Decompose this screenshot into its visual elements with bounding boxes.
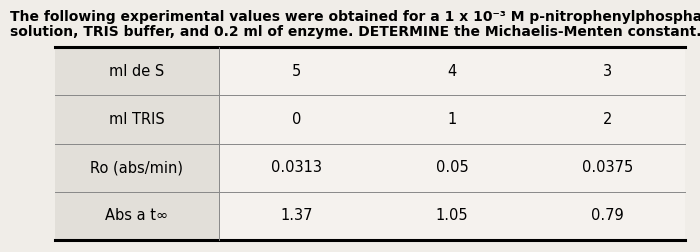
Text: 2: 2 — [603, 112, 612, 127]
Text: 1: 1 — [447, 112, 456, 127]
Text: 0.0375: 0.0375 — [582, 160, 633, 175]
Bar — [219, 47, 685, 240]
Text: ml de S: ml de S — [109, 64, 164, 79]
Text: 5: 5 — [292, 64, 301, 79]
Text: ml TRIS: ml TRIS — [109, 112, 164, 127]
Text: 0.05: 0.05 — [435, 160, 468, 175]
Text: Ro (abs/min): Ro (abs/min) — [90, 160, 183, 175]
Text: 4: 4 — [447, 64, 456, 79]
Text: Abs a t∞: Abs a t∞ — [105, 208, 169, 223]
Text: 0.0313: 0.0313 — [271, 160, 322, 175]
Text: 3: 3 — [603, 64, 612, 79]
Text: 1.05: 1.05 — [435, 208, 468, 223]
Text: The following experimental values were obtained for a 1 x 10⁻³ M p-nitrophenylph: The following experimental values were o… — [10, 10, 700, 24]
Text: 1.37: 1.37 — [280, 208, 313, 223]
Text: 0.79: 0.79 — [591, 208, 624, 223]
Text: solution, TRIS buffer, and 0.2 ml of enzyme. DETERMINE the Michaelis-Menten cons: solution, TRIS buffer, and 0.2 ml of enz… — [10, 25, 700, 39]
Bar — [55, 47, 219, 240]
Text: 0: 0 — [292, 112, 301, 127]
